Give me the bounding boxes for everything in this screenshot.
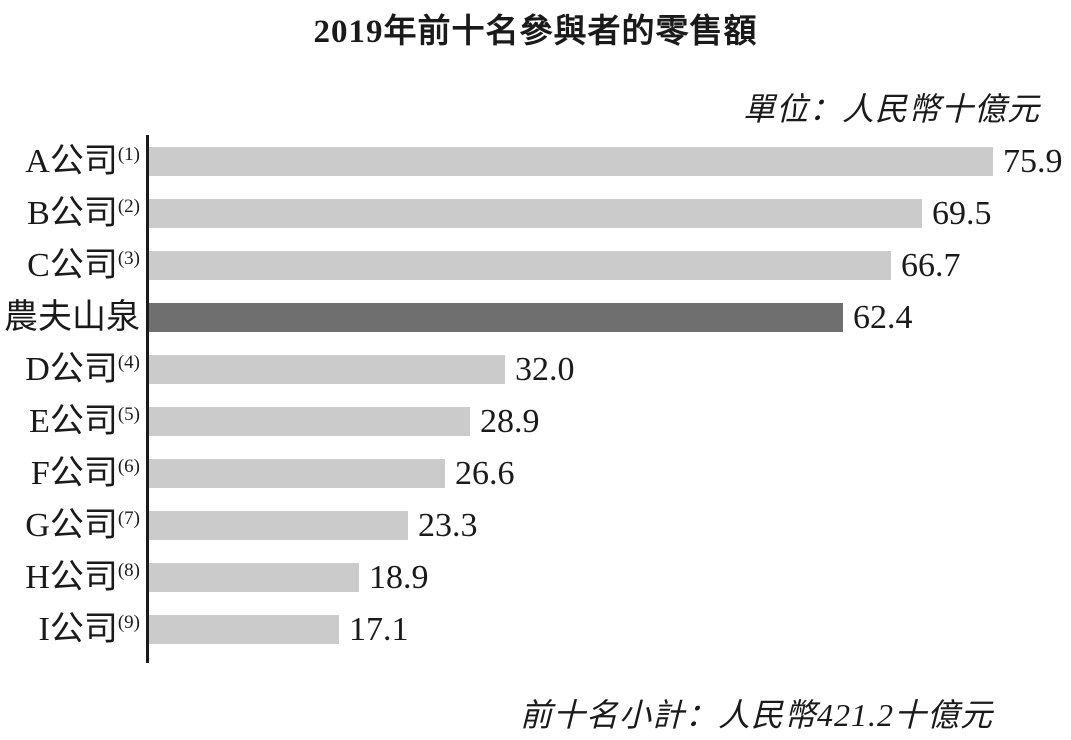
value-label: 26.6 xyxy=(455,454,515,492)
bar-row: 農夫山泉 62.4 xyxy=(0,298,1071,336)
category-name: A公司 xyxy=(25,142,118,180)
value-label: 32.0 xyxy=(515,350,575,388)
footnote-ref: (8) xyxy=(117,559,140,581)
bar xyxy=(149,199,922,228)
category-label: B公司(2) xyxy=(0,194,140,232)
category-label: C公司(3) xyxy=(0,246,140,284)
footnote-ref: (6) xyxy=(117,455,140,477)
bar-row: H公司(8) 18.9 xyxy=(0,558,1071,596)
bar-row: F公司(6) 26.6 xyxy=(0,454,1071,492)
subtotal-label: 前十名小計：人民幣421.2十億元 xyxy=(519,697,993,733)
bar-row: C公司(3) 66.7 xyxy=(0,246,1071,284)
bar xyxy=(149,407,470,436)
category-name: F公司 xyxy=(30,454,118,492)
bar-row: E公司(5) 28.9 xyxy=(0,402,1071,440)
footnote-ref: (4) xyxy=(117,351,140,373)
footnote-ref: (5) xyxy=(117,403,140,425)
bar-highlighted xyxy=(149,303,843,332)
bar xyxy=(149,459,445,488)
category-name: 農夫山泉 xyxy=(4,298,140,336)
footnote-ref: (1) xyxy=(117,143,140,165)
unit-label: 單位：人民幣十億元 xyxy=(742,91,1040,127)
category-label: I公司(9) xyxy=(0,610,140,648)
category-name: B公司 xyxy=(27,194,118,232)
bar-row: I公司(9) 17.1 xyxy=(0,610,1071,648)
category-label: E公司(5) xyxy=(0,402,140,440)
footnote-ref: (3) xyxy=(117,247,140,269)
footnote-ref: (2) xyxy=(117,195,140,217)
category-name: I公司 xyxy=(38,610,118,648)
footnote-ref: (9) xyxy=(117,611,140,633)
category-name: H公司 xyxy=(25,558,118,596)
category-name: C公司 xyxy=(27,246,118,284)
category-label: D公司(4) xyxy=(0,350,140,388)
bar xyxy=(149,563,359,592)
bar xyxy=(149,355,505,384)
category-name: D公司 xyxy=(25,350,118,388)
value-label: 28.9 xyxy=(480,402,540,440)
value-label: 66.7 xyxy=(901,246,961,284)
category-label: F公司(6) xyxy=(0,454,140,492)
value-label: 62.4 xyxy=(853,298,913,336)
bar xyxy=(149,147,993,176)
bar-row: A公司(1) 75.9 xyxy=(0,142,1071,180)
category-label: G公司(7) xyxy=(0,506,140,544)
footnote-ref: (7) xyxy=(117,507,140,529)
bar xyxy=(149,615,339,644)
value-label: 18.9 xyxy=(369,558,429,596)
category-name: G公司 xyxy=(25,506,118,544)
value-label: 75.9 xyxy=(1003,142,1063,180)
category-label: A公司(1) xyxy=(0,142,140,180)
value-label: 17.1 xyxy=(349,610,409,648)
value-label: 23.3 xyxy=(418,506,478,544)
category-label: H公司(8) xyxy=(0,558,140,596)
bar xyxy=(149,251,891,280)
bar-row: B公司(2) 69.5 xyxy=(0,194,1071,232)
bar xyxy=(149,511,408,540)
bar-row: G公司(7) 23.3 xyxy=(0,506,1071,544)
chart-title: 2019年前十名參與者的零售額 xyxy=(313,14,758,50)
category-name: E公司 xyxy=(29,402,118,440)
value-label: 69.5 xyxy=(932,194,992,232)
plot-area: A公司(1) 75.9 B公司(2) 69.5 C公司(3) 66.7 農夫山泉 62.4 D公… xyxy=(0,135,1071,667)
y-axis-line xyxy=(146,135,149,663)
bar-row: D公司(4) 32.0 xyxy=(0,350,1071,388)
category-label: 農夫山泉 xyxy=(0,298,140,336)
